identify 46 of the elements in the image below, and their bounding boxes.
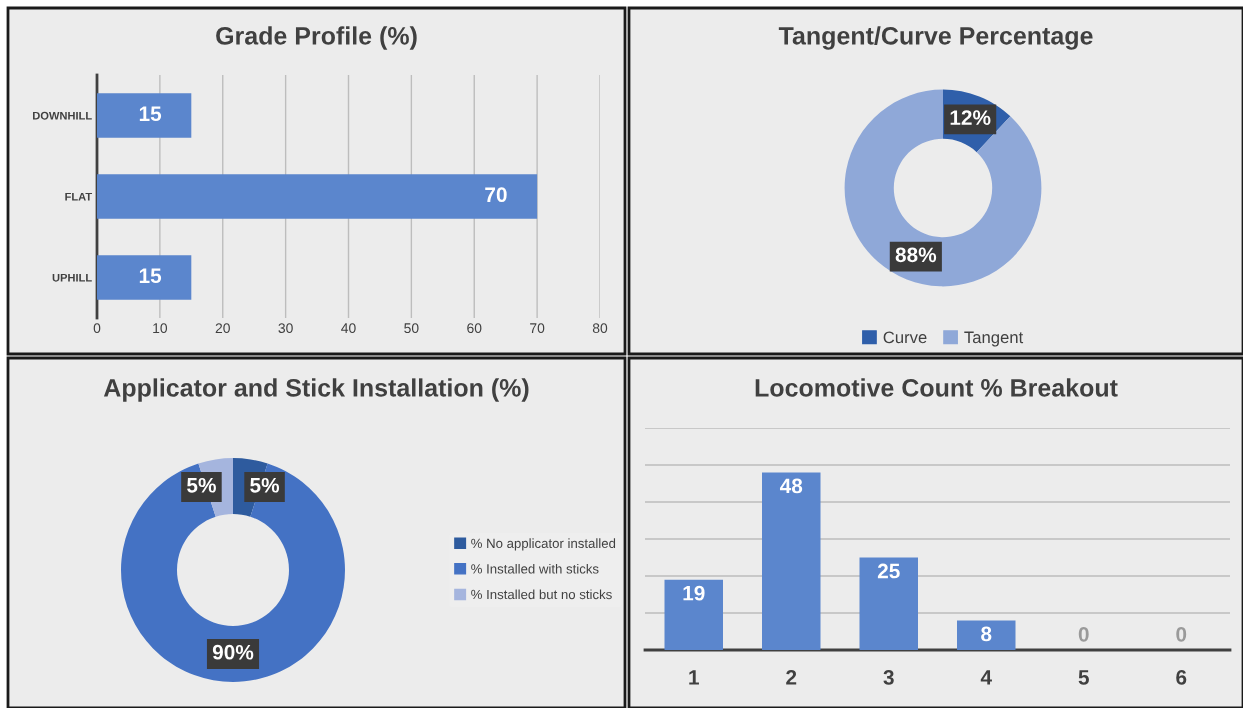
data-label: 19	[683, 585, 705, 601]
data-label: 48	[779, 478, 803, 494]
x-tick-label: 30	[278, 323, 293, 334]
x-tick-label: 3	[883, 669, 894, 685]
bar	[957, 620, 1016, 650]
chart-title: Tangent/Curve Percentage	[778, 26, 1093, 50]
data-label: 5%	[250, 477, 280, 493]
data-label: 5%	[187, 477, 216, 493]
x-tick-label: 2	[786, 669, 797, 685]
x-tick-label: 4	[980, 670, 992, 685]
data-label: 0	[1078, 626, 1089, 642]
x-tick-label: 60	[467, 323, 482, 334]
x-tick-label: 50	[404, 323, 419, 334]
data-label: 15	[139, 106, 162, 122]
x-tick-label: 20	[215, 323, 230, 334]
data-label: 15	[139, 268, 162, 284]
data-label: 8	[981, 626, 992, 642]
x-tick-label: 80	[592, 323, 608, 334]
chart-title: Grade Profile (%)	[216, 26, 417, 50]
legend-label: Curve	[883, 331, 927, 344]
y-tick-label: FLAT	[65, 192, 93, 201]
data-label: 88%	[895, 247, 937, 263]
y-tick-label: DOWNHILL	[33, 111, 92, 120]
legend-label: % No applicator installed	[471, 538, 616, 551]
y-tick-label: UPHILL	[52, 273, 92, 282]
x-tick-label: 6	[1176, 669, 1187, 685]
data-label: 70	[485, 187, 507, 203]
x-tick-label: 10	[153, 323, 168, 334]
donut-slice	[844, 89, 1042, 287]
bar	[859, 557, 918, 650]
legend-label: Tangent	[964, 331, 1024, 347]
chart-title: Locomotive Count % Breakout	[755, 378, 1118, 397]
bar	[762, 472, 821, 650]
data-label: 0	[1176, 626, 1187, 642]
bar	[664, 579, 723, 650]
x-tick-label: 40	[341, 323, 356, 334]
data-label: 25	[877, 563, 900, 579]
data-label: 90%	[212, 644, 254, 660]
x-tick-label: 70	[530, 323, 545, 334]
x-tick-label: 0	[93, 323, 101, 334]
x-tick-label: 1	[689, 670, 699, 685]
legend-label: % Installed with sticks	[471, 563, 599, 574]
x-tick-label: 5	[1078, 670, 1089, 685]
chart-title: Applicator and Stick Installation (%)	[103, 378, 529, 402]
data-label: 12%	[950, 110, 991, 125]
legend-label: % Installed but no sticks	[471, 589, 612, 600]
